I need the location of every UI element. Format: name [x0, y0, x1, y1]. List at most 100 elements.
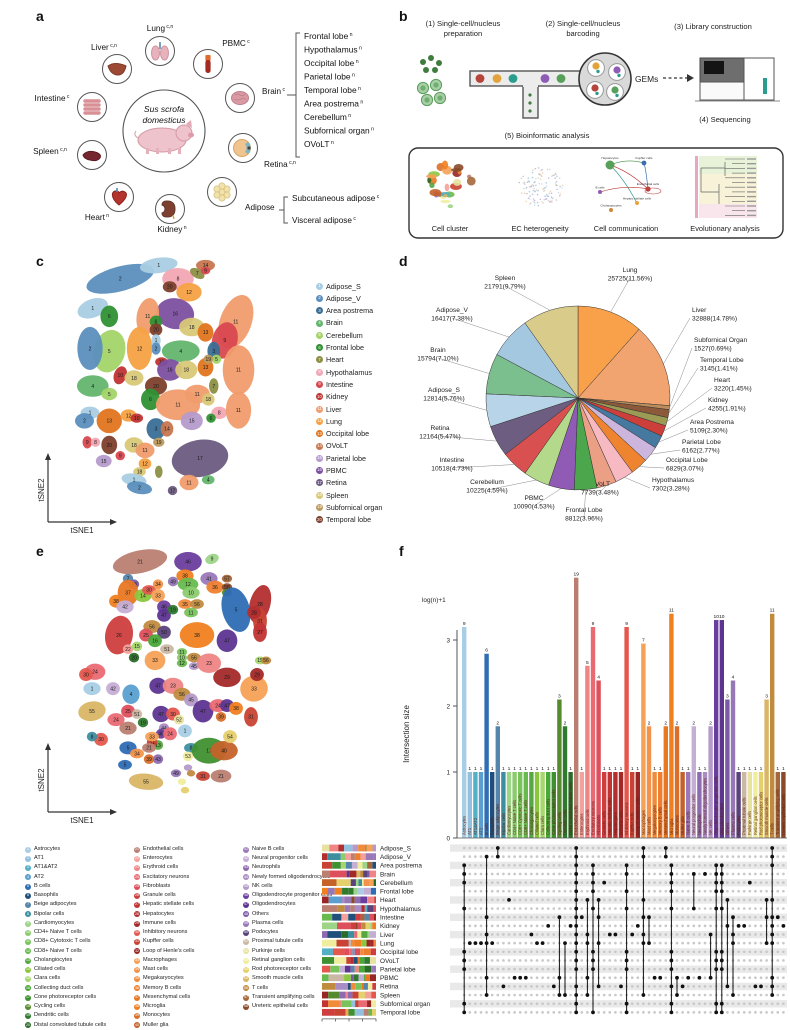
brain-region-8: Subfornical organ n	[304, 126, 374, 136]
pie-label: Lung	[623, 267, 638, 274]
intersection-bar	[775, 772, 780, 838]
brain-icon	[231, 91, 249, 105]
svg-text:53: 53	[185, 754, 191, 760]
bar-value: 11	[669, 608, 674, 614]
svg-text:35: 35	[182, 602, 188, 608]
intersection-bar	[534, 772, 540, 838]
svg-text:39: 39	[218, 715, 224, 721]
bar-category-label: Monocytes	[674, 815, 679, 835]
bar-category-label: Immune cells	[618, 811, 623, 835]
matrix-dot	[669, 880, 674, 885]
intersection-bar	[725, 699, 730, 838]
svg-text:56: 56	[191, 655, 197, 661]
bar-value: 1	[620, 766, 623, 772]
svg-text:52: 52	[176, 717, 182, 723]
bar-category-label: Cone photoreceptor cells	[551, 789, 556, 835]
matrix-dot	[770, 915, 775, 920]
matrix-dot	[770, 941, 775, 946]
matrix-dot	[770, 854, 775, 859]
organ-label-intestine: Intestine c	[35, 94, 70, 103]
svg-text:1: 1	[446, 769, 450, 776]
tissue-legend-item: 12 Lung	[316, 415, 395, 427]
intersection-bar	[781, 772, 786, 838]
bar-value: 1	[760, 766, 763, 772]
matrix-dot	[770, 932, 775, 937]
analysis-label-3: Cell communication	[594, 224, 659, 233]
bioinformatics-box	[408, 147, 784, 239]
svg-text:38: 38	[233, 706, 239, 712]
matrix-row-label: Adipose_V	[380, 854, 412, 861]
cluster-number-badge: 28	[134, 911, 140, 918]
matrix-dot	[563, 941, 567, 946]
brain-region-2: Hypothalamus n	[304, 45, 362, 55]
matrix-dot	[759, 984, 763, 989]
celltype-legend-item: 30 Inhibitory neurons	[134, 928, 242, 937]
organ-lung	[145, 36, 175, 66]
svg-text:51: 51	[164, 647, 170, 653]
celltype-legend-item: 42 Neural progenitor cells	[243, 854, 375, 863]
heart-icon	[111, 188, 127, 206]
matrix-dot	[669, 1010, 674, 1015]
matrix-dot	[781, 923, 786, 928]
panel-d-label: d	[399, 253, 408, 269]
matrix-dot	[669, 1001, 674, 1006]
celltype-legend-label: Hepatocytes	[143, 910, 175, 917]
pie-label: Subfornical Organ	[694, 337, 747, 344]
svg-text:20: 20	[153, 328, 159, 334]
celltype-legend-label: Bipolar cells	[34, 910, 65, 917]
bar-category-label: Purkinje cells	[747, 811, 752, 835]
celltype-legend-item: 58 Ureteric epithelial cells	[243, 1002, 375, 1011]
matrix-dot	[624, 1010, 629, 1015]
matrix-dot	[546, 923, 551, 928]
intersection-bar	[467, 772, 472, 838]
cluster-number-badge: 6	[25, 892, 31, 899]
celltype-legend-label: Endothelial cells	[143, 845, 184, 852]
brain-region-7: Cerebellum n	[304, 112, 351, 122]
pie-label: 32888(14.78%)	[692, 316, 737, 323]
cluster-number-badge: 34	[134, 966, 140, 973]
bar-value: 3	[726, 693, 729, 699]
matrix-dot	[624, 967, 629, 971]
intersection-bar	[753, 772, 758, 838]
cluster-number-badge: 24	[134, 874, 140, 881]
bar-category-label: Naive B cells	[686, 811, 691, 835]
cluster-number-badge: 12	[25, 948, 31, 955]
analysis-label-2: EC heterogeneity	[511, 224, 568, 233]
celltype-legend-label: Mast cells	[143, 966, 168, 973]
pie-label: 15794(7.10%)	[417, 356, 458, 363]
svg-text:5: 5	[108, 392, 111, 398]
bar-value: 1	[468, 766, 471, 772]
tissue-legend-label: Lung	[326, 416, 342, 426]
matrix-dot	[462, 872, 467, 876]
cluster-number-badge: 14	[25, 966, 31, 973]
pie-label: 4255(1.91%)	[708, 406, 746, 413]
svg-text:29: 29	[254, 672, 260, 678]
intersection-bar	[462, 626, 467, 838]
svg-text:tSNE1: tSNE1	[70, 816, 94, 825]
celltype-legend-label: Proximal tubule cells	[252, 938, 304, 945]
cluster-number-badge: 32	[134, 948, 140, 955]
celltype-legend-item: 43 Neutrophils	[243, 864, 375, 873]
svg-text:33: 33	[152, 658, 158, 664]
bar-category-label: Beige adipocytes	[495, 804, 500, 835]
svg-text:24: 24	[113, 717, 119, 723]
matrix-dot	[574, 846, 579, 850]
svg-text:15: 15	[134, 644, 140, 650]
svg-text:23: 23	[170, 684, 176, 690]
bar-value: 1	[524, 766, 527, 772]
svg-text:28: 28	[257, 602, 263, 608]
comm-node-label: B cells	[595, 186, 605, 190]
matrix-row-label: Lung	[380, 940, 395, 947]
svg-text:24: 24	[167, 732, 173, 738]
matrix-dot	[563, 993, 567, 997]
bar-value: 1	[536, 766, 539, 772]
celltype-legend-label: Others	[252, 910, 269, 917]
celltype-legend-label: Enterocytes	[143, 855, 173, 862]
bar-category-label: Oligodendrocytes	[719, 803, 724, 835]
matrix-dot	[714, 1001, 719, 1006]
analysis-label-1: Cell cluster	[432, 224, 469, 233]
bar-category-label: Oligodendrocyte progenitor cells	[714, 776, 719, 835]
matrix-dot	[641, 854, 646, 859]
svg-text:18: 18	[183, 368, 189, 374]
celltype-legend-item: 33 Macrophages	[134, 956, 242, 965]
